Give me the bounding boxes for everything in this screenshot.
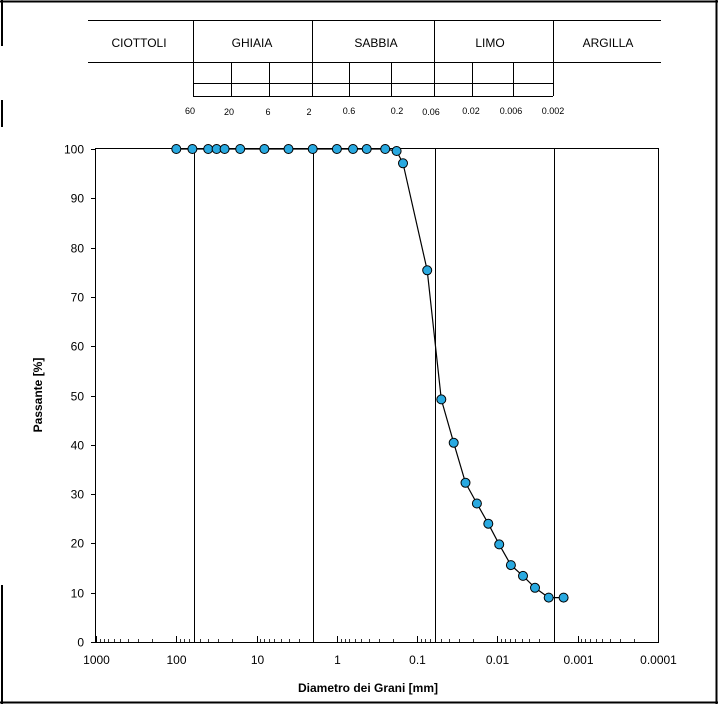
x-tick-label-100: 100: [166, 653, 186, 667]
data-point: [171, 144, 182, 154]
data-point: [307, 144, 318, 154]
data-point: [348, 144, 358, 154]
class-label-argilla: ARGILLA: [583, 36, 634, 50]
data-point: [471, 498, 482, 509]
data-point: [283, 144, 294, 154]
size-label-0.002: 0.002: [542, 106, 565, 116]
y-tick-label-40: 40: [71, 439, 85, 453]
size-label-0.02: 0.02: [462, 106, 480, 116]
y-tick-label-90: 90: [71, 192, 85, 206]
size-label-2: 2: [306, 107, 311, 117]
plot-area: 0 10 20 30 40 50 60 70 80 90 100 1000 100 10 1 0.1 0.01…: [64, 143, 677, 668]
data-point: [187, 144, 198, 154]
data-point: [331, 144, 342, 154]
class-label-ghiaia: GHIAIA: [232, 36, 273, 50]
data-point: [543, 592, 554, 603]
y-tick-label-70: 70: [71, 291, 85, 305]
class-label-limo: LIMO: [475, 36, 504, 50]
size-label-0.006: 0.006: [500, 106, 523, 116]
soil-classification-table: CIOTTOLI GHIAIA SABBIA LIMO ARGILLA 60 2…: [88, 20, 661, 117]
x-tick-label-0.01: 0.01: [486, 653, 510, 667]
y-tick-label-0: 0: [77, 636, 84, 650]
data-point: [235, 144, 246, 154]
data-point: [436, 394, 447, 405]
data-point: [494, 539, 505, 550]
x-tick-label-10: 10: [251, 653, 265, 667]
data-point: [361, 144, 372, 154]
data-point: [530, 582, 540, 593]
class-label-sabbia: SABBIA: [354, 36, 397, 50]
y-tick-label-50: 50: [71, 390, 85, 404]
data-point: [460, 477, 471, 488]
size-label-0.06: 0.06: [422, 107, 440, 117]
x-axis-ticks: 1000 100 10 1 0.1 0.01 0.001 0.0001: [83, 636, 677, 667]
data-point: [259, 144, 270, 154]
x-tick-label-0.0001: 0.0001: [640, 653, 677, 667]
y-tick-label-30: 30: [71, 488, 85, 502]
data-point: [483, 518, 494, 529]
x-tick-label-0.1: 0.1: [409, 653, 426, 667]
x-tick-label-1: 1: [334, 653, 341, 667]
y-tick-label-80: 80: [71, 242, 85, 256]
classification-boundary-lines: [194, 149, 555, 642]
data-point: [398, 158, 408, 169]
y-tick-label-10: 10: [71, 587, 85, 601]
data-point: [505, 560, 516, 571]
data-point: [380, 144, 391, 154]
size-label-60: 60: [185, 106, 195, 116]
size-label-20: 20: [224, 107, 234, 117]
data-point: [219, 144, 230, 154]
y-tick-label-20: 20: [71, 537, 85, 551]
size-label-6: 6: [265, 107, 270, 117]
data-point: [518, 570, 528, 581]
y-tick-label-100: 100: [64, 143, 84, 157]
grading-curve-points: [171, 144, 569, 603]
data-point: [203, 144, 214, 154]
x-tick-label-1000: 1000: [83, 653, 110, 667]
y-tick-label-60: 60: [71, 340, 85, 354]
size-label-0.2: 0.2: [391, 106, 404, 116]
data-point: [391, 146, 402, 156]
x-axis-title: Diametro dei Grani [mm]: [298, 681, 438, 695]
x-tick-label-0.001: 0.001: [563, 653, 593, 667]
data-point: [422, 265, 433, 276]
y-axis-title: Passante [%]: [31, 358, 45, 433]
data-point: [558, 592, 569, 603]
x-axis-minor-ticks: [100, 639, 635, 642]
class-label-ciottoli: CIOTTOLI: [111, 36, 166, 50]
plot-frame: [95, 148, 659, 643]
size-label-0.6: 0.6: [343, 106, 356, 116]
data-point: [448, 437, 459, 448]
y-axis-ticks: 0 10 20 30 40 50 60 70 80 90 100: [64, 143, 96, 650]
